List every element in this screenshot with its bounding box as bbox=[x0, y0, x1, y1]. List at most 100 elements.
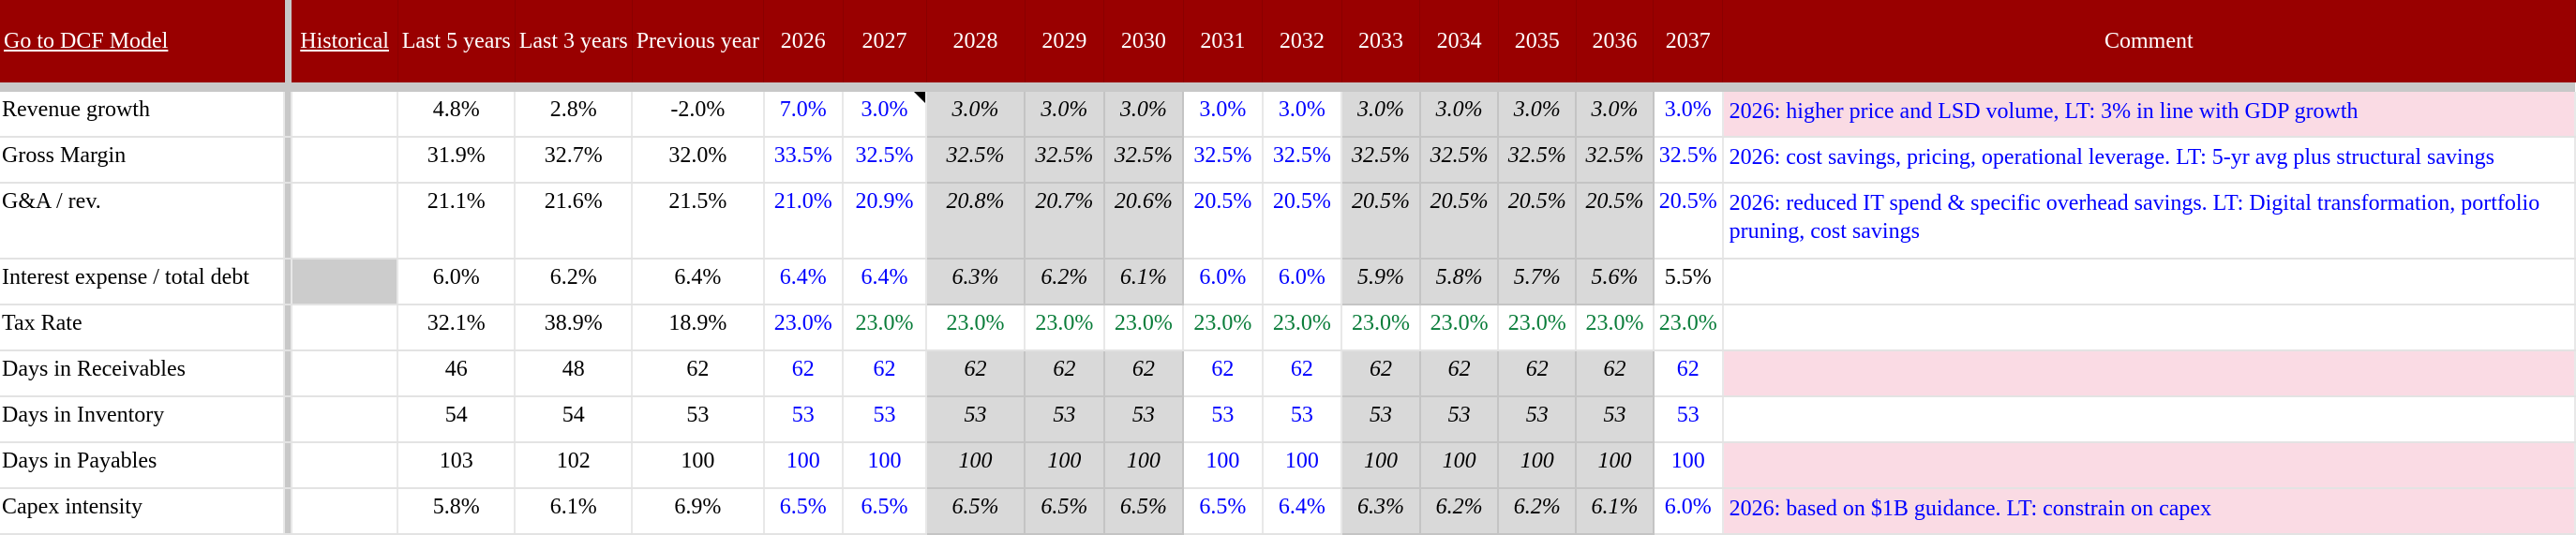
projection-cell-2033[interactable]: 23.0% bbox=[1341, 305, 1421, 351]
projection-cell-2033[interactable]: 53 bbox=[1341, 396, 1421, 443]
projection-cell-2030[interactable]: 3.0% bbox=[1103, 92, 1185, 138]
projection-cell-2031[interactable]: 23.0% bbox=[1183, 305, 1264, 351]
projection-cell-2036[interactable]: 5.6% bbox=[1576, 259, 1655, 305]
projection-cell-2028[interactable]: 32.5% bbox=[926, 137, 1026, 184]
projection-cell-2029[interactable]: 32.5% bbox=[1025, 137, 1105, 184]
historical-cell[interactable] bbox=[292, 488, 399, 535]
row-label[interactable]: Days in Receivables bbox=[0, 350, 286, 397]
projection-cell-2036[interactable]: 32.5% bbox=[1576, 137, 1655, 184]
projection-cell-2032[interactable]: 32.5% bbox=[1262, 137, 1343, 184]
historical-value-cell[interactable]: 103 bbox=[397, 442, 517, 489]
projection-cell-2035[interactable]: 62 bbox=[1498, 350, 1578, 397]
row-label[interactable]: Gross Margin bbox=[0, 137, 286, 184]
comment-cell[interactable] bbox=[1722, 442, 2576, 489]
projection-cell-2028[interactable]: 6.5% bbox=[926, 488, 1026, 535]
historical-value-cell[interactable]: -2.0% bbox=[632, 92, 765, 138]
historical-value-cell[interactable]: 6.1% bbox=[515, 488, 634, 535]
projection-cell-2029[interactable]: 6.2% bbox=[1025, 259, 1105, 305]
projection-cell-2029[interactable]: 53 bbox=[1025, 396, 1105, 443]
projection-cell-2028[interactable]: 3.0% bbox=[926, 92, 1026, 138]
projection-cell-2031[interactable]: 32.5% bbox=[1183, 137, 1264, 184]
comment-cell[interactable]: 2026: higher price and LSD volume, LT: 3… bbox=[1722, 92, 2576, 138]
historical-value-cell[interactable]: 18.9% bbox=[632, 305, 765, 351]
projection-cell-2035[interactable]: 20.5% bbox=[1498, 183, 1578, 260]
projection-cell-2034[interactable]: 100 bbox=[1419, 442, 1500, 489]
historical-cell[interactable] bbox=[292, 183, 399, 260]
historical-value-cell[interactable]: 32.1% bbox=[397, 305, 517, 351]
historical-value-cell[interactable]: 2.8% bbox=[515, 92, 634, 138]
historical-value-cell[interactable]: 6.4% bbox=[632, 259, 765, 305]
projection-cell-2028[interactable]: 6.3% bbox=[926, 259, 1026, 305]
projection-cell-2035[interactable]: 32.5% bbox=[1498, 137, 1578, 184]
projection-cell-2027[interactable]: 6.4% bbox=[843, 259, 927, 305]
go-to-dcf-model-link[interactable]: Go to DCF Model bbox=[4, 29, 169, 53]
historical-cell[interactable] bbox=[292, 137, 399, 184]
historical-value-cell[interactable]: 62 bbox=[632, 350, 765, 397]
projection-cell-2037[interactable]: 5.5% bbox=[1653, 259, 1724, 305]
projection-cell-2029[interactable]: 100 bbox=[1025, 442, 1105, 489]
historical-value-cell[interactable]: 31.9% bbox=[397, 137, 517, 184]
projection-cell-2036[interactable]: 62 bbox=[1576, 350, 1655, 397]
projection-cell-2037[interactable]: 62 bbox=[1653, 350, 1724, 397]
projection-cell-2034[interactable]: 5.8% bbox=[1419, 259, 1500, 305]
row-label[interactable]: G&A / rev. bbox=[0, 183, 286, 260]
historical-value-cell[interactable]: 6.9% bbox=[632, 488, 765, 535]
projection-cell-2030[interactable]: 6.5% bbox=[1103, 488, 1185, 535]
projection-cell-2031[interactable]: 3.0% bbox=[1183, 92, 1264, 138]
historical-value-cell[interactable]: 6.2% bbox=[515, 259, 634, 305]
historical-cell[interactable] bbox=[292, 92, 399, 138]
projection-cell-2032[interactable]: 20.5% bbox=[1262, 183, 1343, 260]
projection-cell-2033[interactable]: 20.5% bbox=[1341, 183, 1421, 260]
comment-cell[interactable] bbox=[1722, 350, 2576, 397]
projection-cell-2035[interactable]: 100 bbox=[1498, 442, 1578, 489]
projection-cell-2036[interactable]: 6.1% bbox=[1576, 488, 1655, 535]
projection-cell-2030[interactable]: 6.1% bbox=[1103, 259, 1185, 305]
projection-cell-2026[interactable]: 6.5% bbox=[763, 488, 845, 535]
projection-cell-2031[interactable]: 6.0% bbox=[1183, 259, 1264, 305]
comment-cell[interactable] bbox=[1722, 259, 2576, 305]
historical-cell[interactable] bbox=[292, 259, 399, 305]
projection-cell-2028[interactable]: 62 bbox=[926, 350, 1026, 397]
projection-cell-2027[interactable]: 23.0% bbox=[843, 305, 927, 351]
projection-cell-2026[interactable]: 53 bbox=[763, 396, 845, 443]
historical-value-cell[interactable]: 21.6% bbox=[515, 183, 634, 260]
projection-cell-2037[interactable]: 100 bbox=[1653, 442, 1724, 489]
projection-cell-2026[interactable]: 21.0% bbox=[763, 183, 845, 260]
historical-value-cell[interactable]: 53 bbox=[632, 396, 765, 443]
historical-value-cell[interactable]: 46 bbox=[397, 350, 517, 397]
historical-cell[interactable] bbox=[292, 350, 399, 397]
projection-cell-2028[interactable]: 53 bbox=[926, 396, 1026, 443]
row-label[interactable]: Interest expense / total debt bbox=[0, 259, 286, 305]
projection-cell-2030[interactable]: 62 bbox=[1103, 350, 1185, 397]
projection-cell-2027[interactable]: 53 bbox=[843, 396, 927, 443]
row-label[interactable]: Days in Inventory bbox=[0, 396, 286, 443]
comment-cell[interactable] bbox=[1722, 305, 2576, 351]
historical-cell[interactable] bbox=[292, 442, 399, 489]
projection-cell-2035[interactable]: 23.0% bbox=[1498, 305, 1578, 351]
projection-cell-2028[interactable]: 20.8% bbox=[926, 183, 1026, 260]
projection-cell-2032[interactable]: 62 bbox=[1262, 350, 1343, 397]
projection-cell-2037[interactable]: 23.0% bbox=[1653, 305, 1724, 351]
projection-cell-2028[interactable]: 23.0% bbox=[926, 305, 1026, 351]
projection-cell-2032[interactable]: 6.0% bbox=[1262, 259, 1343, 305]
projection-cell-2029[interactable]: 3.0% bbox=[1025, 92, 1105, 138]
projection-cell-2029[interactable]: 20.7% bbox=[1025, 183, 1105, 260]
projection-cell-2026[interactable]: 6.4% bbox=[763, 259, 845, 305]
projection-cell-2037[interactable]: 6.0% bbox=[1653, 488, 1724, 535]
projection-cell-2034[interactable]: 6.2% bbox=[1419, 488, 1500, 535]
projection-cell-2036[interactable]: 3.0% bbox=[1576, 92, 1655, 138]
projection-cell-2026[interactable]: 23.0% bbox=[763, 305, 845, 351]
historical-value-cell[interactable]: 102 bbox=[515, 442, 634, 489]
projection-cell-2033[interactable]: 6.3% bbox=[1341, 488, 1421, 535]
projection-cell-2028[interactable]: 100 bbox=[926, 442, 1026, 489]
projection-cell-2030[interactable]: 20.6% bbox=[1103, 183, 1185, 260]
projection-cell-2030[interactable]: 53 bbox=[1103, 396, 1185, 443]
projection-cell-2027[interactable]: 6.5% bbox=[843, 488, 927, 535]
row-label[interactable]: Capex intensity bbox=[0, 488, 286, 535]
projection-cell-2037[interactable]: 53 bbox=[1653, 396, 1724, 443]
historical-value-cell[interactable]: 32.7% bbox=[515, 137, 634, 184]
projection-cell-2032[interactable]: 3.0% bbox=[1262, 92, 1343, 138]
projection-cell-2036[interactable]: 20.5% bbox=[1576, 183, 1655, 260]
projection-cell-2031[interactable]: 20.5% bbox=[1183, 183, 1264, 260]
projection-cell-2037[interactable]: 32.5% bbox=[1653, 137, 1724, 184]
